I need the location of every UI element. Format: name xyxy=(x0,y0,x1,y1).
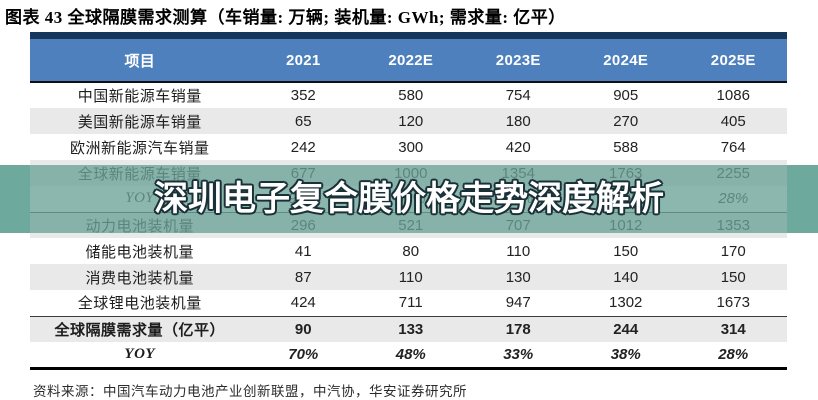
table-row: 储能电池装机量 41 80 110 150 170 xyxy=(30,238,787,264)
cell-value: 405 xyxy=(720,112,746,130)
cell-value: 38% xyxy=(610,345,641,363)
cell-value: 707 xyxy=(464,211,572,238)
cell-value: 178 xyxy=(464,315,572,342)
cell-value: 110 xyxy=(506,242,531,260)
figure-title: 图表 43 全球隔膜需求测算（车销量: 万辆; 装机量: GWh; 需求量: 亿… xyxy=(5,8,566,27)
cell-value: 300 xyxy=(398,138,424,156)
column-header-item: 项目 xyxy=(30,39,250,83)
cell-value: 580 xyxy=(398,87,424,104)
cell-value: 35% xyxy=(503,190,534,208)
table-row: 全球新能源车销量 677 1000 1354 1763 2255 xyxy=(30,160,787,186)
table-top-accent-bar xyxy=(30,32,787,39)
table-row: 动力电池装机量 296 521 707 1012 1353 xyxy=(30,211,787,238)
cell-value: 521 xyxy=(357,211,465,238)
cell-value: 180 xyxy=(505,112,531,130)
cell-value: 1012 xyxy=(571,211,680,238)
data-table: 项目 2021 2022E 2023E 2024E 2025E 中国新能源车销量… xyxy=(30,39,787,370)
row-label: 欧洲新能源汽车销量 xyxy=(70,140,210,157)
table-row: 美国新能源车销量 65 120 180 270 405 xyxy=(30,108,787,134)
cell-value: 270 xyxy=(613,112,639,130)
cell-value: 70% xyxy=(288,345,319,363)
table-row: 中国新能源车销量 352 580 754 905 1086 xyxy=(30,82,787,108)
cell-value: 677 xyxy=(290,164,316,182)
table-row-total: 全球隔膜需求量（亿平） 90 133 178 244 314 xyxy=(30,315,787,342)
cell-value: 140 xyxy=(613,268,639,286)
cell-value: 754 xyxy=(505,87,531,104)
row-label: 全球隔膜需求量（亿平） xyxy=(30,315,250,342)
column-header-2024e: 2024E xyxy=(571,39,680,83)
cell-value: 2255 xyxy=(716,164,750,182)
cell-value: 1000 xyxy=(394,164,428,182)
column-header-2021: 2021 xyxy=(249,39,358,83)
row-label: 全球锂电池装机量 xyxy=(77,296,202,313)
cell-value: 48% xyxy=(395,190,426,208)
cell-value: 1353 xyxy=(679,211,787,238)
cell-value: 1086 xyxy=(716,87,750,104)
cell-value: 170 xyxy=(720,242,746,260)
cell-value: 120 xyxy=(398,112,424,130)
column-header-2025e: 2025E xyxy=(679,39,787,83)
column-header-2023e: 2023E xyxy=(464,39,572,83)
row-label: 储能电池装机量 xyxy=(85,244,195,261)
cell-value: 110 xyxy=(398,268,423,286)
cell-value: 150 xyxy=(720,268,746,286)
demand-forecast-table: 项目 2021 2022E 2023E 2024E 2025E 中国新能源车销量… xyxy=(30,32,787,370)
table-row-yoy: YOY 70% 48% 33% 38% 28% xyxy=(30,342,787,368)
row-label: 动力电池装机量 xyxy=(30,211,250,238)
cell-value: 1302 xyxy=(609,294,643,312)
row-label: 消费电池装机量 xyxy=(85,270,195,287)
cell-value: 30% xyxy=(610,190,641,208)
cell-value: 80 xyxy=(402,242,420,260)
table-row: 消费电池装机量 87 110 130 140 150 xyxy=(30,264,787,290)
cell-value: 48% xyxy=(395,345,426,363)
cell-value: 28% xyxy=(718,190,749,208)
cell-value: 130 xyxy=(505,268,531,286)
watermark-edge-left xyxy=(0,165,30,233)
cell-value: 314 xyxy=(679,315,787,342)
cell-value: 296 xyxy=(249,211,358,238)
cell-value: 87 xyxy=(294,268,312,286)
table-row-yoy: YOY 92% 48% 35% 30% 28% xyxy=(30,186,787,212)
row-label: YOY xyxy=(124,345,156,362)
cell-value: 352 xyxy=(290,87,316,104)
cell-value: 242 xyxy=(290,138,316,156)
cell-value: 65 xyxy=(294,112,312,130)
table-row: 全球锂电池装机量 424 711 947 1302 1673 xyxy=(30,290,787,316)
cell-value: 588 xyxy=(613,138,639,156)
cell-value: 1673 xyxy=(716,294,750,312)
column-header-2022e: 2022E xyxy=(357,39,465,83)
cell-value: 33% xyxy=(503,345,534,363)
cell-value: 28% xyxy=(718,345,749,363)
cell-value: 90 xyxy=(249,315,358,342)
cell-value: 905 xyxy=(613,87,639,104)
row-label: 中国新能源车销量 xyxy=(77,89,202,105)
table-header-row: 项目 2021 2022E 2023E 2024E 2025E xyxy=(30,39,787,83)
table-row: 欧洲新能源汽车销量 242 300 420 588 764 xyxy=(30,134,787,160)
watermark-edge-right xyxy=(787,165,818,233)
cell-value: 1763 xyxy=(609,164,643,182)
cell-value: 764 xyxy=(720,138,746,156)
cell-value: 41 xyxy=(294,242,312,260)
row-label: 美国新能源车销量 xyxy=(77,114,202,131)
cell-value: 711 xyxy=(398,294,423,312)
cell-value: 420 xyxy=(505,138,531,156)
cell-value: 244 xyxy=(571,315,680,342)
row-label: 全球新能源车销量 xyxy=(77,166,202,183)
cell-value: 424 xyxy=(290,294,316,312)
cell-value: 133 xyxy=(357,315,465,342)
row-label: YOY xyxy=(125,190,155,207)
source-note: 资料来源：中国汽车动力电池产业创新联盟，中汽协，华安证券研究所 xyxy=(33,384,467,399)
cell-value: 1354 xyxy=(501,164,535,182)
cell-value: 947 xyxy=(505,294,531,312)
cell-value: 150 xyxy=(613,242,639,260)
cell-value: 92% xyxy=(288,190,319,208)
